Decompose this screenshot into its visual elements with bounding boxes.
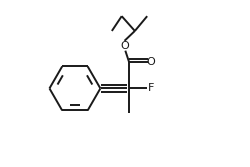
Text: O: O bbox=[120, 41, 129, 51]
Text: O: O bbox=[146, 57, 155, 67]
Text: F: F bbox=[148, 84, 154, 93]
